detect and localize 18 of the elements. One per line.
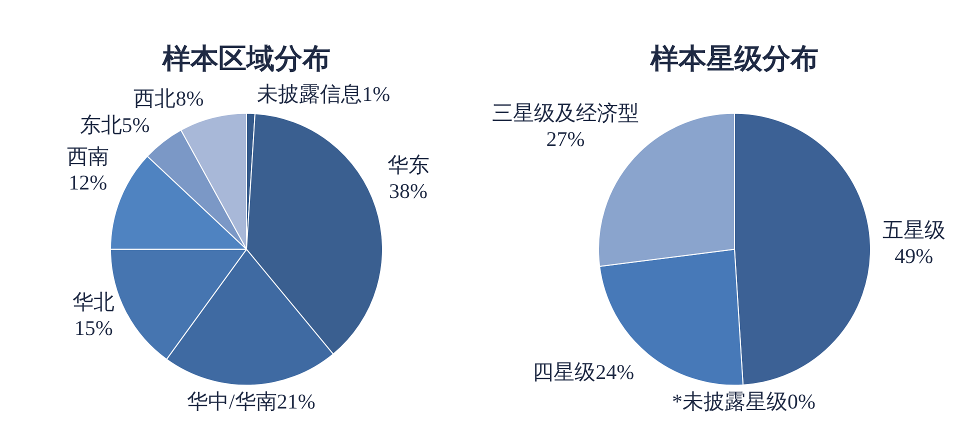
data-label: 38% <box>389 179 428 204</box>
slice-label: 西北8% <box>134 86 204 110</box>
slice-label: 三星级及经济型 <box>492 100 639 125</box>
slice-label: 华东 <box>387 153 430 178</box>
slice-label: 四星级24% <box>532 360 634 384</box>
category-label: *未披露星级0% <box>672 390 816 414</box>
slice-label: 华北 <box>72 290 115 314</box>
slice-label: 东北5% <box>80 112 150 137</box>
slice-label: 华中/华南21% <box>186 390 316 414</box>
data-label: 15% <box>74 316 113 340</box>
data-label: 27% <box>546 126 585 151</box>
slice-label: 五星级 <box>882 218 946 242</box>
chart-title: 样本区域分布 <box>162 44 330 76</box>
data-label: 49% <box>894 244 934 268</box>
chart-title: 样本星级分布 <box>650 44 818 76</box>
slice-label: 未披露信息1% <box>257 82 390 106</box>
slice-label: 西南 <box>66 144 109 168</box>
data-label: 12% <box>68 170 108 194</box>
